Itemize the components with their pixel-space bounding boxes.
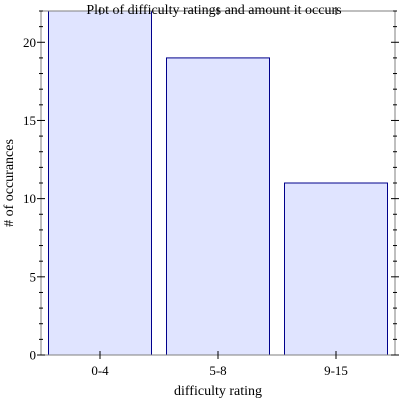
major-ticks-layer bbox=[37, 7, 399, 359]
bars-layer bbox=[48, 10, 388, 356]
x-tick-labels: 0-4 5-8 9-15 bbox=[91, 363, 348, 378]
minor-ticks-layer bbox=[39, 10, 397, 340]
bar-9-15 bbox=[284, 182, 388, 356]
chart-title: Plot of difficulty ratings and amount it… bbox=[86, 3, 341, 18]
bar-0-4 bbox=[48, 10, 152, 356]
x-axis-title: difficulty rating bbox=[174, 384, 262, 399]
bar-5-8 bbox=[166, 57, 270, 356]
y-axis-title: # of occurances bbox=[2, 139, 17, 227]
y-tick-label-20: 20 bbox=[23, 35, 36, 50]
x-tick-label-9-15: 9-15 bbox=[324, 363, 348, 378]
y-tick-label-10: 10 bbox=[23, 191, 36, 206]
y-tick-label-15: 15 bbox=[23, 113, 36, 128]
y-tick-label-0: 0 bbox=[30, 348, 37, 363]
x-tick-label-0-4: 0-4 bbox=[91, 363, 109, 378]
x-tick-label-5-8: 5-8 bbox=[209, 363, 226, 378]
y-tick-labels: 0 5 10 15 20 bbox=[23, 35, 36, 363]
y-tick-label-5: 5 bbox=[30, 269, 37, 284]
